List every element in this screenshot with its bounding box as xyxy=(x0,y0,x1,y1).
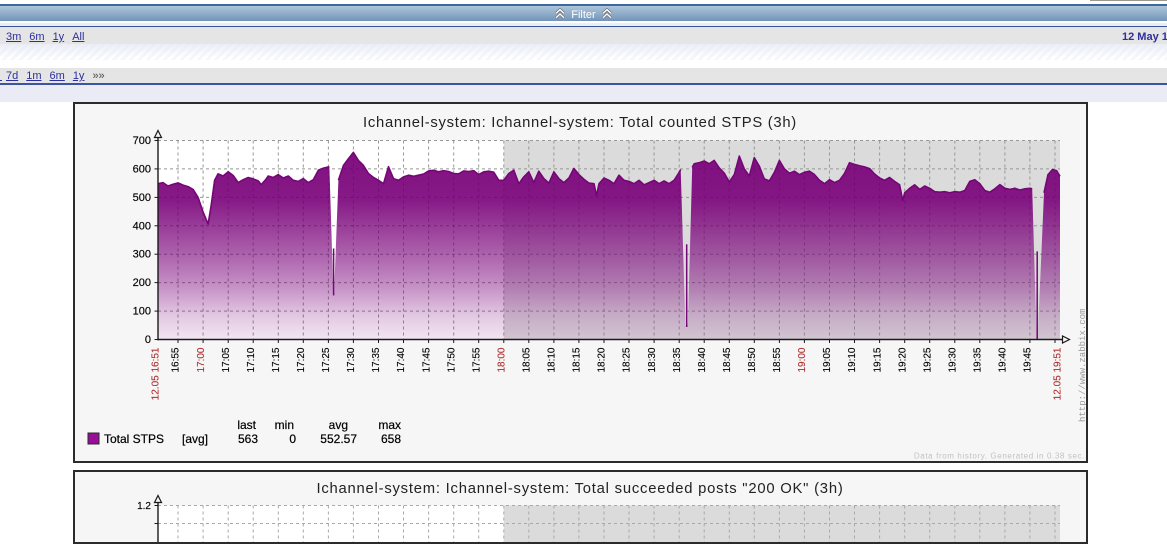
svg-text:17:55: 17:55 xyxy=(471,347,482,372)
svg-text:18:55: 18:55 xyxy=(772,347,783,372)
svg-text:19:20: 19:20 xyxy=(897,347,908,372)
svg-text:min: min xyxy=(275,418,294,432)
svg-text:700: 700 xyxy=(133,135,151,147)
svg-text:500: 500 xyxy=(133,192,151,204)
svg-text:19:25: 19:25 xyxy=(922,347,933,372)
svg-text:18:50: 18:50 xyxy=(747,347,758,372)
svg-text:max: max xyxy=(378,418,401,432)
svg-text:12.05 16:51: 12.05 16:51 xyxy=(151,347,162,400)
svg-text:17:25: 17:25 xyxy=(321,347,332,372)
svg-text:18:15: 18:15 xyxy=(572,347,583,372)
svg-text:12.05 19:51: 12.05 19:51 xyxy=(1053,347,1064,400)
svg-text:Total STPS: Total STPS xyxy=(104,432,164,446)
svg-text:0: 0 xyxy=(145,334,151,346)
svg-text:17:10: 17:10 xyxy=(246,347,257,372)
svg-text:19:05: 19:05 xyxy=(822,347,833,372)
svg-text:17:40: 17:40 xyxy=(396,347,407,372)
svg-text:1.2: 1.2 xyxy=(137,501,151,512)
svg-text:17:50: 17:50 xyxy=(446,347,457,372)
svg-text:[avg]: [avg] xyxy=(182,432,208,446)
svg-text:600: 600 xyxy=(133,163,151,175)
svg-text:19:00: 19:00 xyxy=(797,347,808,372)
svg-text:17:30: 17:30 xyxy=(346,347,357,372)
svg-text:19:10: 19:10 xyxy=(847,347,858,372)
svg-text:18:25: 18:25 xyxy=(622,347,633,372)
svg-text:18:30: 18:30 xyxy=(647,347,658,372)
svg-text:17:05: 17:05 xyxy=(221,347,232,372)
svg-text:200: 200 xyxy=(133,277,151,289)
svg-text:Ichannel-system: Ichannel-syst: Ichannel-system: Ichannel-system: Total … xyxy=(316,481,843,497)
svg-text:19:15: 19:15 xyxy=(872,347,883,372)
svg-text:avg: avg xyxy=(329,418,348,432)
svg-text:18:40: 18:40 xyxy=(697,347,708,372)
svg-text:last: last xyxy=(237,418,256,432)
svg-text:Data from history. Generated i: Data from history. Generated in 0.38 sec… xyxy=(914,452,1085,461)
svg-text:Ichannel-system: Ichannel-syst: Ichannel-system: Ichannel-system: Total … xyxy=(363,115,797,131)
svg-text:18:10: 18:10 xyxy=(547,347,558,372)
svg-text:18:00: 18:00 xyxy=(497,347,508,372)
svg-text:19:40: 19:40 xyxy=(998,347,1009,372)
svg-text:552.57: 552.57 xyxy=(320,432,357,446)
svg-text:17:45: 17:45 xyxy=(421,347,432,372)
svg-text:18:35: 18:35 xyxy=(672,347,683,372)
svg-text:17:20: 17:20 xyxy=(296,347,307,372)
svg-text:658: 658 xyxy=(381,432,401,446)
svg-text:18:45: 18:45 xyxy=(722,347,733,372)
svg-text:300: 300 xyxy=(133,249,151,261)
svg-text:16:55: 16:55 xyxy=(171,347,182,372)
svg-text:17:15: 17:15 xyxy=(271,347,282,372)
svg-text:19:30: 19:30 xyxy=(948,347,959,372)
svg-text:563: 563 xyxy=(238,432,258,446)
svg-text:19:45: 19:45 xyxy=(1023,347,1034,372)
svg-text:18:20: 18:20 xyxy=(597,347,608,372)
svg-text:18:05: 18:05 xyxy=(522,347,533,372)
svg-text:400: 400 xyxy=(133,220,151,232)
svg-text:17:00: 17:00 xyxy=(196,347,207,372)
svg-text:http://www.zabbix.com: http://www.zabbix.com xyxy=(1078,309,1086,422)
svg-text:100: 100 xyxy=(133,306,151,318)
svg-text:19:35: 19:35 xyxy=(973,347,984,372)
svg-text:0: 0 xyxy=(289,432,296,446)
svg-text:17:35: 17:35 xyxy=(371,347,382,372)
